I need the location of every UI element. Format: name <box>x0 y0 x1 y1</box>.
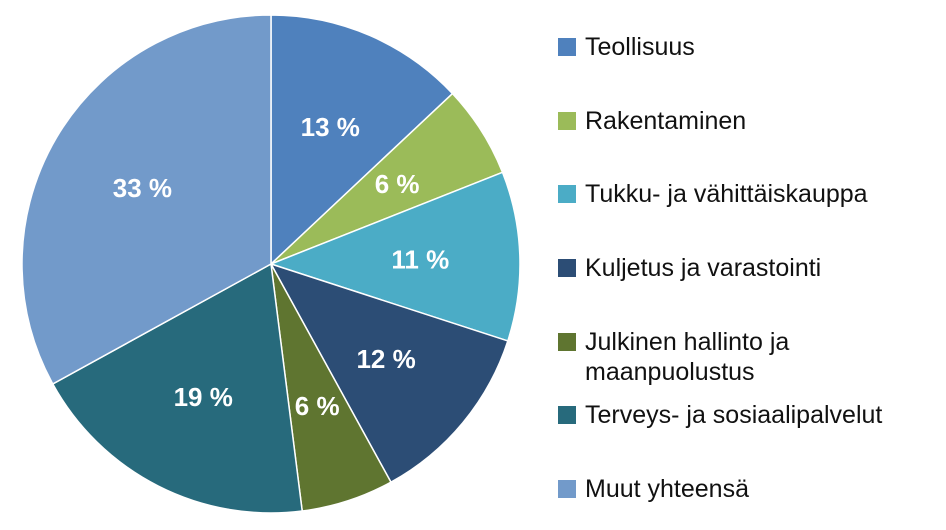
legend-label-tukku-ja-vahittaiskauppa: Tukku- ja vähittäiskauppa <box>585 180 868 208</box>
legend-label-muut-yhteensa: Muut yhteensä <box>585 475 749 503</box>
legend-swatch-kuljetus-ja-varastointi <box>558 259 576 277</box>
legend-swatch-rakentaminen <box>558 112 576 130</box>
legend-label-teollisuus: Teollisuus <box>585 33 695 61</box>
pie-slice-tukku-ja-vahittaiskauppa <box>268 171 521 342</box>
data-label-julkinen-hallinto-ja-maanpuolustus: 6 % <box>295 391 340 421</box>
pie-slice-kuljetus-ja-varastointi <box>269 262 509 484</box>
legend-swatch-muut-yhteensa <box>558 480 576 498</box>
data-label-teollisuus: 13 % <box>301 112 360 142</box>
data-label-muut-yhteensa: 33 % <box>113 173 172 203</box>
legend-label-rakentaminen: Rakentaminen <box>585 107 746 135</box>
legend-swatch-tukku-ja-vahittaiskauppa <box>558 185 576 203</box>
legend: Teollisuus Rakentaminen Tukku- ja vähittäi… <box>558 33 882 503</box>
legend-label-julkinen-hallinto-ja-maanpuolustus: Julkinen hallinto ja maanpuolustus <box>585 328 789 386</box>
pie-slices <box>21 14 521 514</box>
legend-swatch-julkinen-hallinto-ja-maanpuolustus <box>558 333 576 351</box>
pie-slice-teollisuus <box>270 14 454 266</box>
pie-data-labels: 13 % 6 % 11 % 12 % 6 % 19 % 33 % <box>113 112 449 421</box>
legend-entry-teollisuus: Teollisuus <box>558 33 695 61</box>
legend-entry-kuljetus-ja-varastointi: Kuljetus ja varastointi <box>558 254 821 282</box>
data-label-terveys-ja-sosiaalipalvelut: 19 % <box>174 382 233 412</box>
legend-entry-tukku-ja-vahittaiskauppa: Tukku- ja vähittäiskauppa <box>558 180 868 208</box>
data-label-tukku-ja-vahittaiskauppa: 11 % <box>391 244 449 274</box>
data-label-rakentaminen: 6 % <box>375 169 420 199</box>
legend-swatch-terveys-ja-sosiaalipalvelut <box>558 406 576 424</box>
legend-entry-muut-yhteensa: Muut yhteensä <box>558 475 749 503</box>
legend-entry-rakentaminen: Rakentaminen <box>558 107 746 135</box>
legend-label-kuljetus-ja-varastointi: Kuljetus ja varastointi <box>585 254 821 282</box>
pie-slice-muut-yhteensa <box>21 14 272 385</box>
legend-entry-terveys-ja-sosiaalipalvelut: Terveys- ja sosiaalipalvelut <box>558 401 882 429</box>
legend-label-terveys-ja-sosiaalipalvelut: Terveys- ja sosiaalipalvelut <box>585 401 882 429</box>
pie-slice-terveys-ja-sosiaalipalvelut <box>51 262 304 514</box>
legend-entry-julkinen-hallinto-ja-maanpuolustus: Julkinen hallinto ja maanpuolustus <box>558 328 789 386</box>
data-label-kuljetus-ja-varastointi: 12 % <box>356 344 415 374</box>
legend-swatch-teollisuus <box>558 38 576 56</box>
